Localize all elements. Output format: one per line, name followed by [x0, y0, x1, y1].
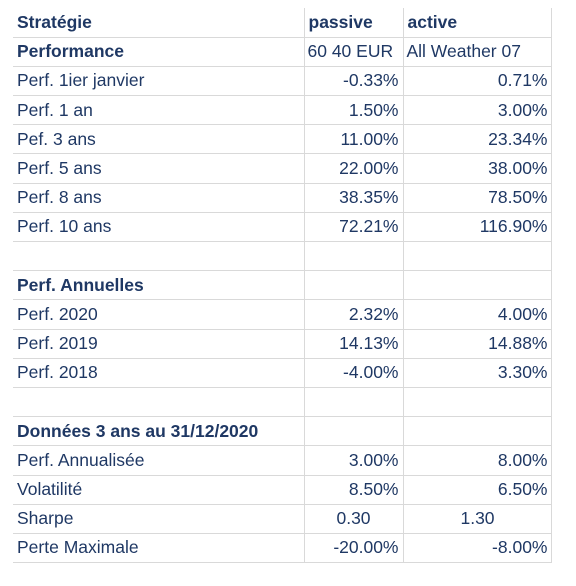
passive-value: -20.00% [303, 533, 403, 564]
table-row: Pef. 3 ans 11.00% 23.34% [13, 124, 552, 155]
active-value: 8.00% [402, 445, 552, 476]
table-row: Perf. 5 ans 22.00% 38.00% [13, 153, 552, 184]
empty-cell [303, 270, 403, 301]
row-label: Perf. 5 ans [13, 153, 304, 184]
header-row: Stratégie passive active [13, 8, 552, 38]
annual-section-label: Perf. Annuelles [13, 270, 304, 301]
active-value: 38.00% [402, 153, 552, 184]
strategy-label: Stratégie [13, 8, 304, 38]
table-row: Perf. 1 an 1.50% 3.00% [13, 95, 552, 126]
empty-cell [303, 416, 403, 447]
empty-cell [402, 416, 552, 447]
row-label: Perf. 8 ans [13, 183, 304, 213]
active-value: 0.71% [402, 66, 552, 97]
passive-value: 1.50% [303, 95, 403, 126]
empty-cell [303, 241, 403, 272]
active-strategy-name: All Weather 07 [402, 37, 552, 67]
passive-value: -4.00% [303, 358, 403, 388]
performance-section-label: Performance [13, 37, 304, 67]
active-value: 14.88% [402, 329, 552, 359]
row-label: Perf. Annualisée [13, 445, 304, 476]
table-row: Perf. 2018 -4.00% 3.30% [13, 358, 552, 388]
passive-value: 38.35% [303, 183, 403, 213]
passive-value: 14.13% [303, 329, 403, 359]
three-year-section-row: Données 3 ans au 31/12/2020 [13, 416, 552, 447]
empty-cell [13, 241, 304, 272]
active-value: 4.00% [402, 299, 552, 330]
empty-cell [13, 387, 304, 418]
table-row: Perf. 10 ans 72.21% 116.90% [13, 212, 552, 243]
passive-strategy-name: 60 40 EUR [303, 37, 403, 67]
table-row: Volatilité 8.50% 6.50% [13, 475, 552, 505]
row-label: Perf. 10 ans [13, 212, 304, 243]
empty-cell [402, 387, 552, 418]
passive-value: 3.00% [303, 445, 403, 476]
table-row: Perf. 2020 2.32% 4.00% [13, 299, 552, 330]
table-row: Perf. 2019 14.13% 14.88% [13, 329, 552, 359]
table-row: Perf. 8 ans 38.35% 78.50% [13, 183, 552, 213]
passive-value: 0.30 [303, 504, 403, 534]
row-label: Sharpe [13, 504, 304, 534]
passive-value: 22.00% [303, 153, 403, 184]
active-value: -8.00% [402, 533, 552, 564]
row-label: Perf. 1 an [13, 95, 304, 126]
empty-row [13, 387, 552, 418]
active-value: 23.34% [402, 124, 552, 155]
table-row: Perte Maximale -20.00% -8.00% [13, 533, 552, 564]
annual-section-row: Perf. Annuelles [13, 270, 552, 301]
active-column-header: active [402, 8, 552, 38]
strategy-comparison-table: Stratégie passive active Performance 60 … [13, 8, 552, 564]
row-label: Perf. 1ier janvier [13, 66, 304, 97]
passive-value: 8.50% [303, 475, 403, 505]
passive-value: -0.33% [303, 66, 403, 97]
row-label: Perf. 2019 [13, 329, 304, 359]
passive-column-header: passive [303, 8, 403, 38]
three-year-section-label: Données 3 ans au 31/12/2020 [13, 416, 304, 447]
empty-cell [402, 241, 552, 272]
active-value: 1.30 [402, 504, 552, 534]
performance-section-row: Performance 60 40 EUR All Weather 07 [13, 37, 552, 67]
active-value: 6.50% [402, 475, 552, 505]
row-label: Perf. 2018 [13, 358, 304, 388]
row-label: Perte Maximale [13, 533, 304, 564]
table-row: Perf. Annualisée 3.00% 8.00% [13, 445, 552, 476]
empty-cell [303, 387, 403, 418]
active-value: 3.00% [402, 95, 552, 126]
row-label: Volatilité [13, 475, 304, 505]
passive-value: 2.32% [303, 299, 403, 330]
row-label: Pef. 3 ans [13, 124, 304, 155]
empty-row [13, 241, 552, 272]
table-row: Perf. 1ier janvier -0.33% 0.71% [13, 66, 552, 97]
passive-value: 72.21% [303, 212, 403, 243]
active-value: 3.30% [402, 358, 552, 388]
passive-value: 11.00% [303, 124, 403, 155]
active-value: 116.90% [402, 212, 552, 243]
table-row: Sharpe 0.30 1.30 [13, 504, 552, 534]
empty-cell [402, 270, 552, 301]
active-value: 78.50% [402, 183, 552, 213]
row-label: Perf. 2020 [13, 299, 304, 330]
